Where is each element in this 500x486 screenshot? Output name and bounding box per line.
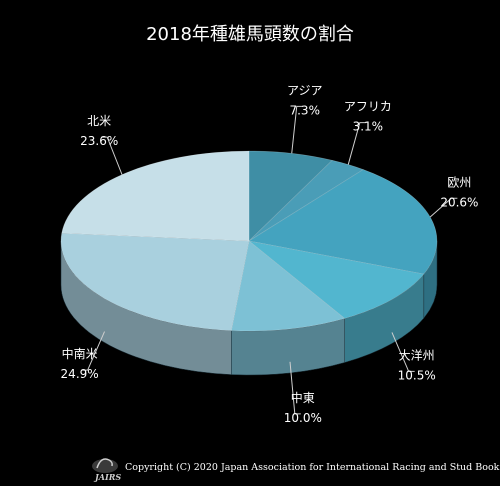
slice-value-3: 10.5% [398, 368, 436, 382]
slice-value-4: 10.0% [284, 411, 322, 425]
slice-value-2: 20.6% [440, 195, 478, 209]
slice-label-4: 中東 [291, 390, 315, 405]
slice-value-6: 23.6% [80, 134, 118, 148]
leader-line-0 [291, 105, 303, 154]
leader-line-2 [429, 197, 458, 218]
slice-label-3: 大洋州 [399, 347, 435, 362]
slice-label-0: アジア [287, 83, 323, 97]
jairs-logo: JAIRS [92, 458, 121, 482]
slice-4 [230, 240, 346, 332]
leader-line-6 [101, 136, 123, 175]
leader-lines [81, 105, 458, 415]
slice-label-5: 中南米 [62, 346, 98, 361]
leader-line-4 [289, 361, 301, 415]
slice-value-0: 7.3% [289, 103, 320, 117]
leader-line-1 [347, 122, 366, 165]
slice-label-1: アフリカ [344, 100, 392, 114]
slice-2 [248, 169, 438, 275]
pie-side-walls [60, 240, 438, 376]
slice-label-6: 北米 [87, 114, 111, 128]
slice-5 [60, 232, 250, 331]
pie-slices [60, 150, 438, 332]
leader-line-5 [81, 331, 105, 371]
slice-3 [248, 240, 425, 319]
leader-line-3 [391, 332, 415, 372]
logo-text: JAIRS [93, 472, 121, 482]
data-labels: アジア 7.3% アフリカ 3.1% 欧州 20.6% 大洋州 10.5% 中東 10.0% 中南米… [61, 83, 479, 424]
slice-6 [61, 150, 250, 242]
chart-title: 2018年種雄馬頭数の割合 [146, 24, 354, 45]
slice-value-1: 3.1% [353, 120, 384, 134]
copyright-text: Copyright (C) 2020 Japan Association for… [125, 462, 500, 473]
slice-value-5: 24.9% [61, 367, 99, 381]
slice-label-2: 欧州 [447, 175, 471, 189]
